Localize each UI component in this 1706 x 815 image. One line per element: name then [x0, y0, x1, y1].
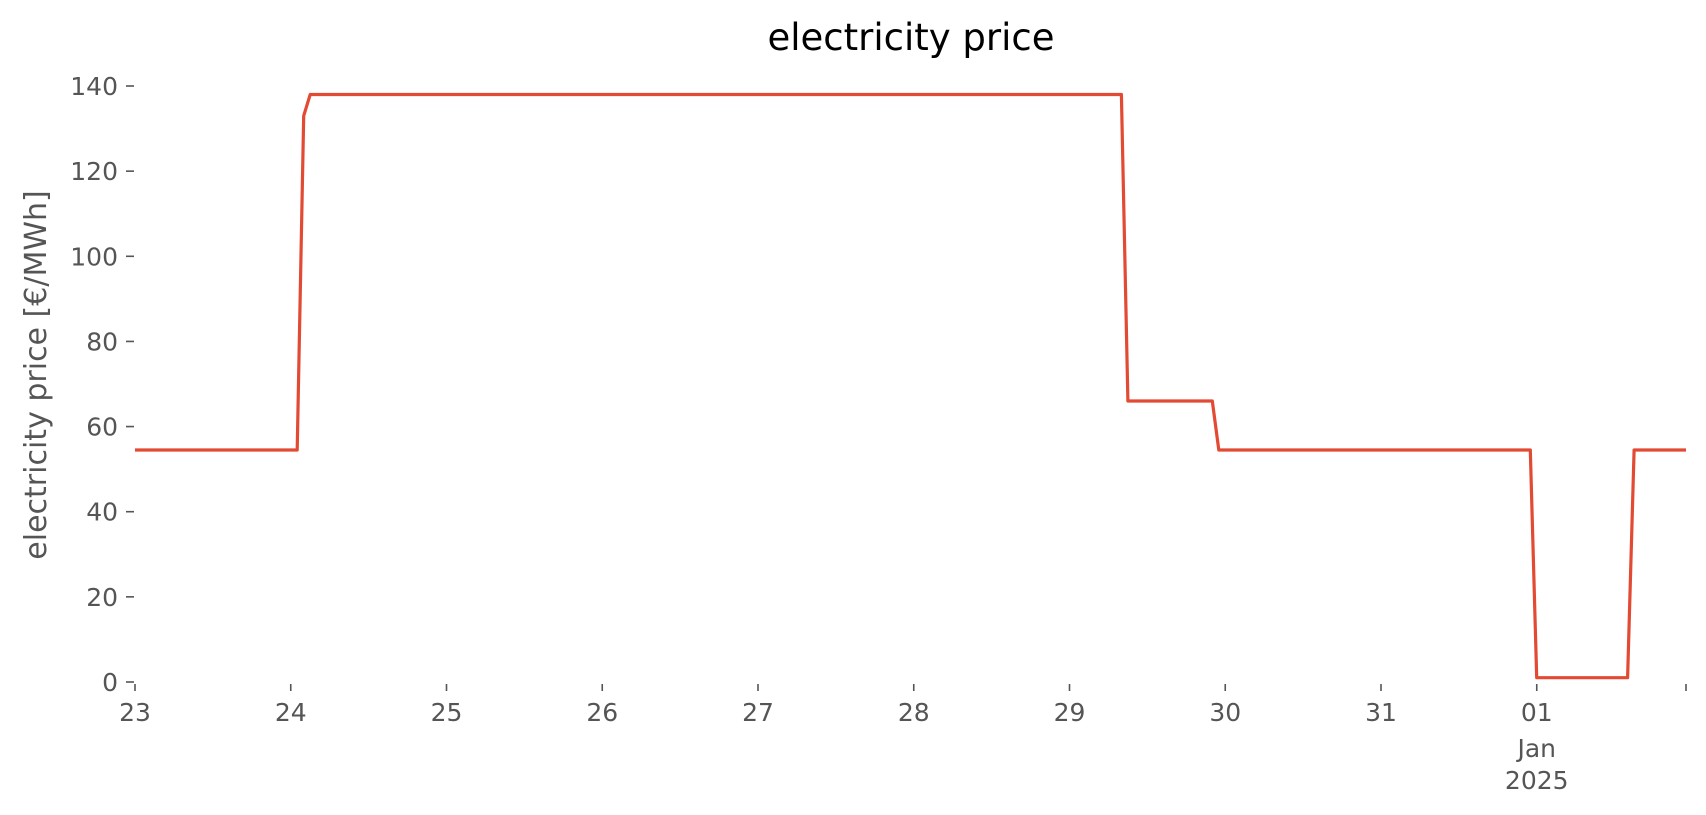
x-tick-label: 29 — [1054, 698, 1086, 727]
y-tick-label: 120 — [70, 157, 118, 186]
y-axis: 0 20 40 60 80 100 120 140 — [70, 72, 134, 697]
y-tick-label: 60 — [86, 413, 118, 442]
y-tick-label: 0 — [102, 668, 118, 697]
x-tick-label: 28 — [898, 698, 930, 727]
price-series-line — [135, 92, 1686, 680]
x-tick-label: 01 — [1521, 698, 1553, 727]
y-tick-label: 20 — [86, 583, 118, 612]
y-tick-label: 80 — [86, 327, 118, 356]
x-tick-sublabel-year: 2025 — [1505, 766, 1569, 795]
y-axis-label: electricity price [€/MWh] — [19, 190, 54, 559]
y-tick-label: 100 — [70, 242, 118, 271]
x-tick-label: 26 — [586, 698, 618, 727]
series-layer — [135, 92, 1686, 680]
x-tick-label: 23 — [119, 698, 151, 727]
x-tick-sublabel-month: Jan — [1515, 734, 1556, 763]
x-tick-label: 31 — [1365, 698, 1397, 727]
x-tick-label: 25 — [431, 698, 463, 727]
chart-title: electricity price — [767, 16, 1054, 59]
x-tick-label: 27 — [742, 698, 774, 727]
x-tick-label: 30 — [1209, 698, 1241, 727]
x-axis: 23 24 25 26 27 28 29 30 31 01 Jan 2025 — [119, 684, 1687, 795]
x-tick-label: 24 — [275, 698, 307, 727]
y-tick-label: 40 — [86, 498, 118, 527]
y-tick-label: 140 — [70, 72, 118, 101]
